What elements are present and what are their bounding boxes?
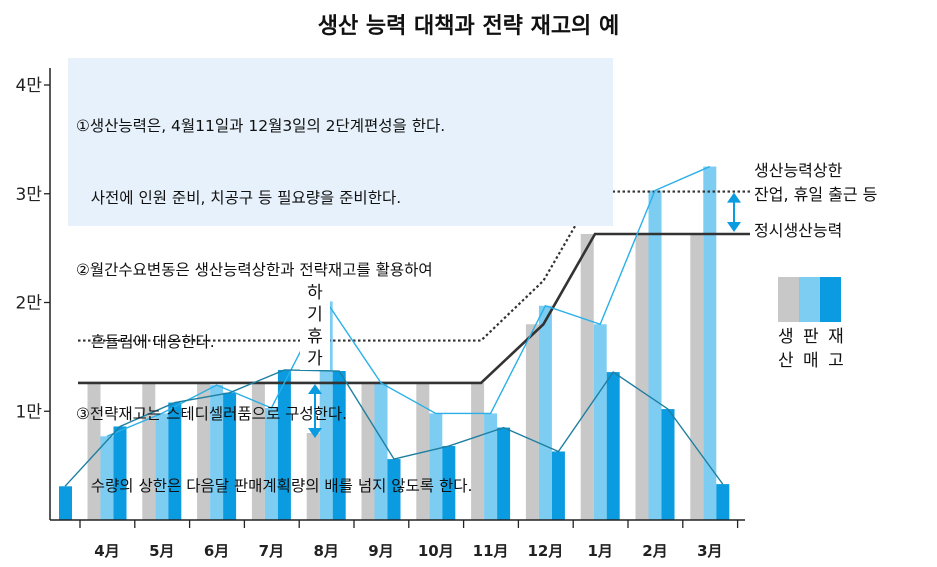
inventory-bar bbox=[387, 459, 401, 520]
legend-swatch-inventory bbox=[820, 277, 841, 322]
upper-capacity-note: 잔업, 휴일 출근 등 bbox=[754, 185, 878, 204]
y-tick-label: 3만 bbox=[16, 185, 43, 205]
production-bar bbox=[87, 382, 101, 520]
upper-capacity-label: 생산능력상한 bbox=[754, 161, 843, 180]
holiday-char: 하 bbox=[307, 283, 323, 303]
sales-bar bbox=[264, 407, 278, 520]
y-tick-label: 1만 bbox=[16, 402, 43, 422]
note-line: 흔들림에 대응한다. bbox=[76, 333, 215, 351]
inventory-bar bbox=[332, 371, 346, 520]
production-bar bbox=[197, 382, 211, 520]
sales-bar bbox=[374, 382, 388, 520]
initial-inventory-bar bbox=[59, 486, 72, 520]
summer-holiday-label: 하 기 휴 가 bbox=[300, 282, 330, 370]
legend-label-line2: 산 매 고 bbox=[778, 351, 846, 371]
inventory-bar bbox=[113, 426, 127, 520]
x-tick-label: 11月 bbox=[473, 542, 509, 560]
production-bar bbox=[580, 233, 594, 521]
holiday-char: 가 bbox=[307, 349, 323, 369]
x-tick-label: 5月 bbox=[149, 542, 174, 560]
sales-bar bbox=[100, 436, 114, 520]
legend-label-line1: 생 판 재 bbox=[778, 327, 846, 347]
note-line: ③전략재고는 스테디셀러품으로 구성한다. bbox=[76, 405, 348, 423]
chart-title: 생산 능력 대책과 전략 재고의 예 bbox=[317, 14, 620, 39]
inventory-bar bbox=[497, 427, 511, 520]
inventory-bar bbox=[223, 392, 237, 520]
production-bar bbox=[471, 382, 485, 520]
holiday-char: 휴 bbox=[307, 327, 323, 347]
note-line: ②월간수요변동은 생산능력상한과 전략재고를 활용하여 bbox=[76, 261, 433, 279]
sales-bar bbox=[538, 305, 552, 520]
regular-capacity-label: 정시생산능력 bbox=[754, 221, 843, 240]
inventory-bar bbox=[277, 369, 291, 520]
production-bar bbox=[635, 233, 649, 521]
inventory-bar bbox=[606, 372, 620, 520]
production-bar bbox=[361, 382, 375, 520]
inventory-line bbox=[64, 369, 724, 487]
holiday-arrow-head bbox=[308, 384, 322, 394]
x-tick-label: 12月 bbox=[527, 542, 563, 560]
legend-swatch-production bbox=[778, 277, 799, 322]
sales-bar bbox=[429, 413, 443, 520]
x-tick-label: 4月 bbox=[94, 542, 119, 560]
sales-bar bbox=[648, 190, 662, 521]
sales-bar bbox=[155, 413, 169, 520]
production-bar bbox=[525, 324, 539, 520]
sales-bar bbox=[703, 166, 717, 520]
holiday-char: 기 bbox=[307, 305, 323, 325]
inventory-bar bbox=[168, 402, 182, 520]
capacity-gap-arrow-head bbox=[727, 192, 741, 203]
production-bar bbox=[251, 382, 265, 520]
production-bar bbox=[416, 382, 430, 520]
sales-bar bbox=[593, 324, 607, 520]
x-tick-label: 7月 bbox=[259, 542, 284, 560]
notes-box: ①생산능력은, 4월11일과 12월3일의 2단계편성을 한다. 사전에 인원 … bbox=[68, 58, 613, 495]
x-tick-label: 8月 bbox=[313, 542, 338, 560]
legend-swatch-sales bbox=[799, 277, 820, 322]
note-line: ①생산능력은, 4월11일과 12월3일의 2단계편성을 한다. bbox=[76, 117, 446, 135]
sales-bar bbox=[210, 385, 224, 520]
sales-line bbox=[106, 165, 711, 437]
capacity-gap-arrow-head bbox=[727, 221, 741, 232]
sales-bar bbox=[484, 413, 498, 520]
y-tick-label: 4만 bbox=[16, 76, 43, 96]
note-line: 사전에 인원 준비, 치공구 등 필요량을 준비한다. bbox=[76, 189, 402, 207]
inventory-bar bbox=[661, 409, 675, 520]
x-tick-label: 3月 bbox=[697, 542, 722, 560]
x-tick-label: 10月 bbox=[418, 542, 454, 560]
x-tick-label: 2月 bbox=[642, 542, 667, 560]
y-tick-label: 2만 bbox=[16, 294, 43, 314]
holiday-arrow-head bbox=[308, 428, 322, 438]
x-tick-label: 9月 bbox=[368, 542, 393, 560]
x-tick-label: 6月 bbox=[204, 542, 229, 560]
note-line: 수량의 상한은 다음달 판매계획량의 배를 넘지 않도록 한다. bbox=[76, 477, 473, 495]
inventory-bar bbox=[551, 451, 565, 520]
production-bar bbox=[306, 433, 320, 520]
inventory-bar bbox=[716, 484, 730, 520]
production-bar bbox=[690, 233, 704, 521]
x-tick-label: 1月 bbox=[587, 542, 612, 560]
inventory-bar bbox=[442, 446, 456, 520]
